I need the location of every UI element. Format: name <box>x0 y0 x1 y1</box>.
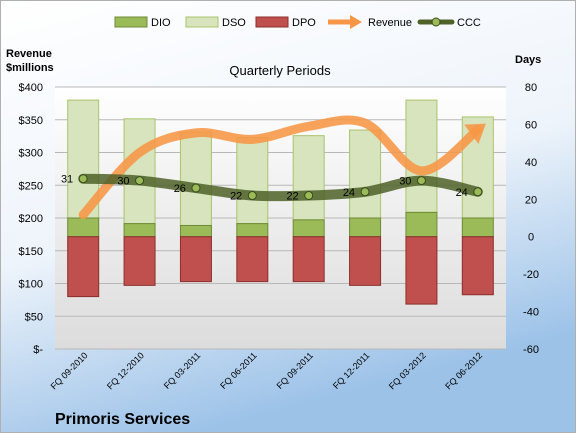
ccc-line: 31 30 26 22 22 24 30 24 <box>61 173 483 203</box>
dio-bar <box>67 217 100 238</box>
dio-bar <box>179 224 212 238</box>
chart-title: Quarterly Periods <box>229 63 331 78</box>
dio-bar <box>461 217 494 238</box>
dso-bar <box>292 135 325 221</box>
dpo-bar <box>67 236 100 298</box>
dso-bar <box>405 99 438 213</box>
ccc-point <box>416 176 426 186</box>
left-axis-label-line1: Revenue <box>6 48 52 60</box>
ccc-data-label: 24 <box>456 187 468 199</box>
dio-bar <box>405 211 438 238</box>
ccc-line-path <box>78 173 483 202</box>
right-axis-label: Days <box>515 54 541 66</box>
dio-bar <box>123 223 156 238</box>
dpo-bar <box>292 236 325 283</box>
left-tick-label: $150 <box>19 246 43 258</box>
right-tick-label: 20 <box>525 194 537 206</box>
dpo-bar <box>461 236 494 296</box>
left-axis-ticks: $- $50 $100 $150 $200 $250 $300 $350 $400 <box>19 82 44 356</box>
dio-bar <box>292 219 325 238</box>
ccc-data-label: 24 <box>343 187 355 199</box>
right-tick-label: 40 <box>525 157 537 169</box>
ccc-point <box>304 191 314 201</box>
revenue-line-path <box>78 115 483 220</box>
ccc-data-label: 31 <box>61 174 73 186</box>
dpo-bar <box>123 236 156 286</box>
dpo-bar <box>236 236 269 283</box>
dpo-bar <box>405 236 438 305</box>
left-tick-label: $100 <box>19 279 43 291</box>
ccc-data-label: 30 <box>399 176 411 188</box>
right-axis-ticks: -60 -40 -20 0 20 40 60 80 <box>523 82 539 356</box>
ccc-data-label: 22 <box>230 191 242 203</box>
right-tick-label: -20 <box>523 269 539 281</box>
dpo-bar <box>179 236 212 283</box>
ccc-point <box>78 174 88 184</box>
left-tick-label: $200 <box>19 213 43 225</box>
left-tick-label: $- <box>33 344 43 356</box>
right-tick-label: 80 <box>525 82 537 94</box>
dio-bar <box>236 223 269 238</box>
right-tick-label: 60 <box>525 119 537 131</box>
dso-bar <box>236 137 269 225</box>
ccc-point <box>191 183 201 193</box>
legend-label: DSO <box>222 17 246 29</box>
right-tick-label: -60 <box>523 344 539 356</box>
revenue-arrowhead <box>464 123 486 144</box>
dpo-bars <box>67 236 494 305</box>
legend-label: Revenue <box>368 17 412 29</box>
left-tick-label: $400 <box>19 82 43 94</box>
legend: DIO DSO DPO Revenue CCC <box>114 15 481 29</box>
dso-bar <box>179 131 212 226</box>
ccc-data-label: 26 <box>174 183 186 195</box>
left-tick-label: $300 <box>19 148 43 160</box>
legend-swatch <box>255 16 289 28</box>
right-tick-label: 0 <box>528 232 534 244</box>
legend-label: DIO <box>151 17 171 29</box>
ccc-point <box>247 191 257 201</box>
left-tick-label: $50 <box>25 311 43 323</box>
ccc-point <box>135 176 145 186</box>
legend-swatch <box>114 16 148 28</box>
legend-label: DPO <box>292 17 316 29</box>
revenue-line <box>78 115 486 220</box>
left-tick-label: $250 <box>19 180 43 192</box>
ccc-data-label: 22 <box>286 191 298 203</box>
ccc-point <box>473 187 483 197</box>
left-tick-label: $350 <box>19 115 43 127</box>
legend-swatch <box>431 17 441 27</box>
dpo-bar <box>349 236 382 286</box>
company-name: Primoris Services <box>55 411 190 428</box>
legend-swatch <box>350 15 362 29</box>
dio-bar <box>349 217 382 238</box>
right-tick-label: -40 <box>523 307 539 319</box>
legend-label: CCC <box>457 17 481 29</box>
dso-bar <box>123 118 156 225</box>
legend-swatch <box>185 16 219 28</box>
dso-bar <box>349 129 382 219</box>
dio-bars <box>67 211 494 238</box>
ccc-data-label: 30 <box>117 176 129 188</box>
left-axis-label-line2: $millions <box>6 62 54 74</box>
ccc-point <box>360 187 370 197</box>
